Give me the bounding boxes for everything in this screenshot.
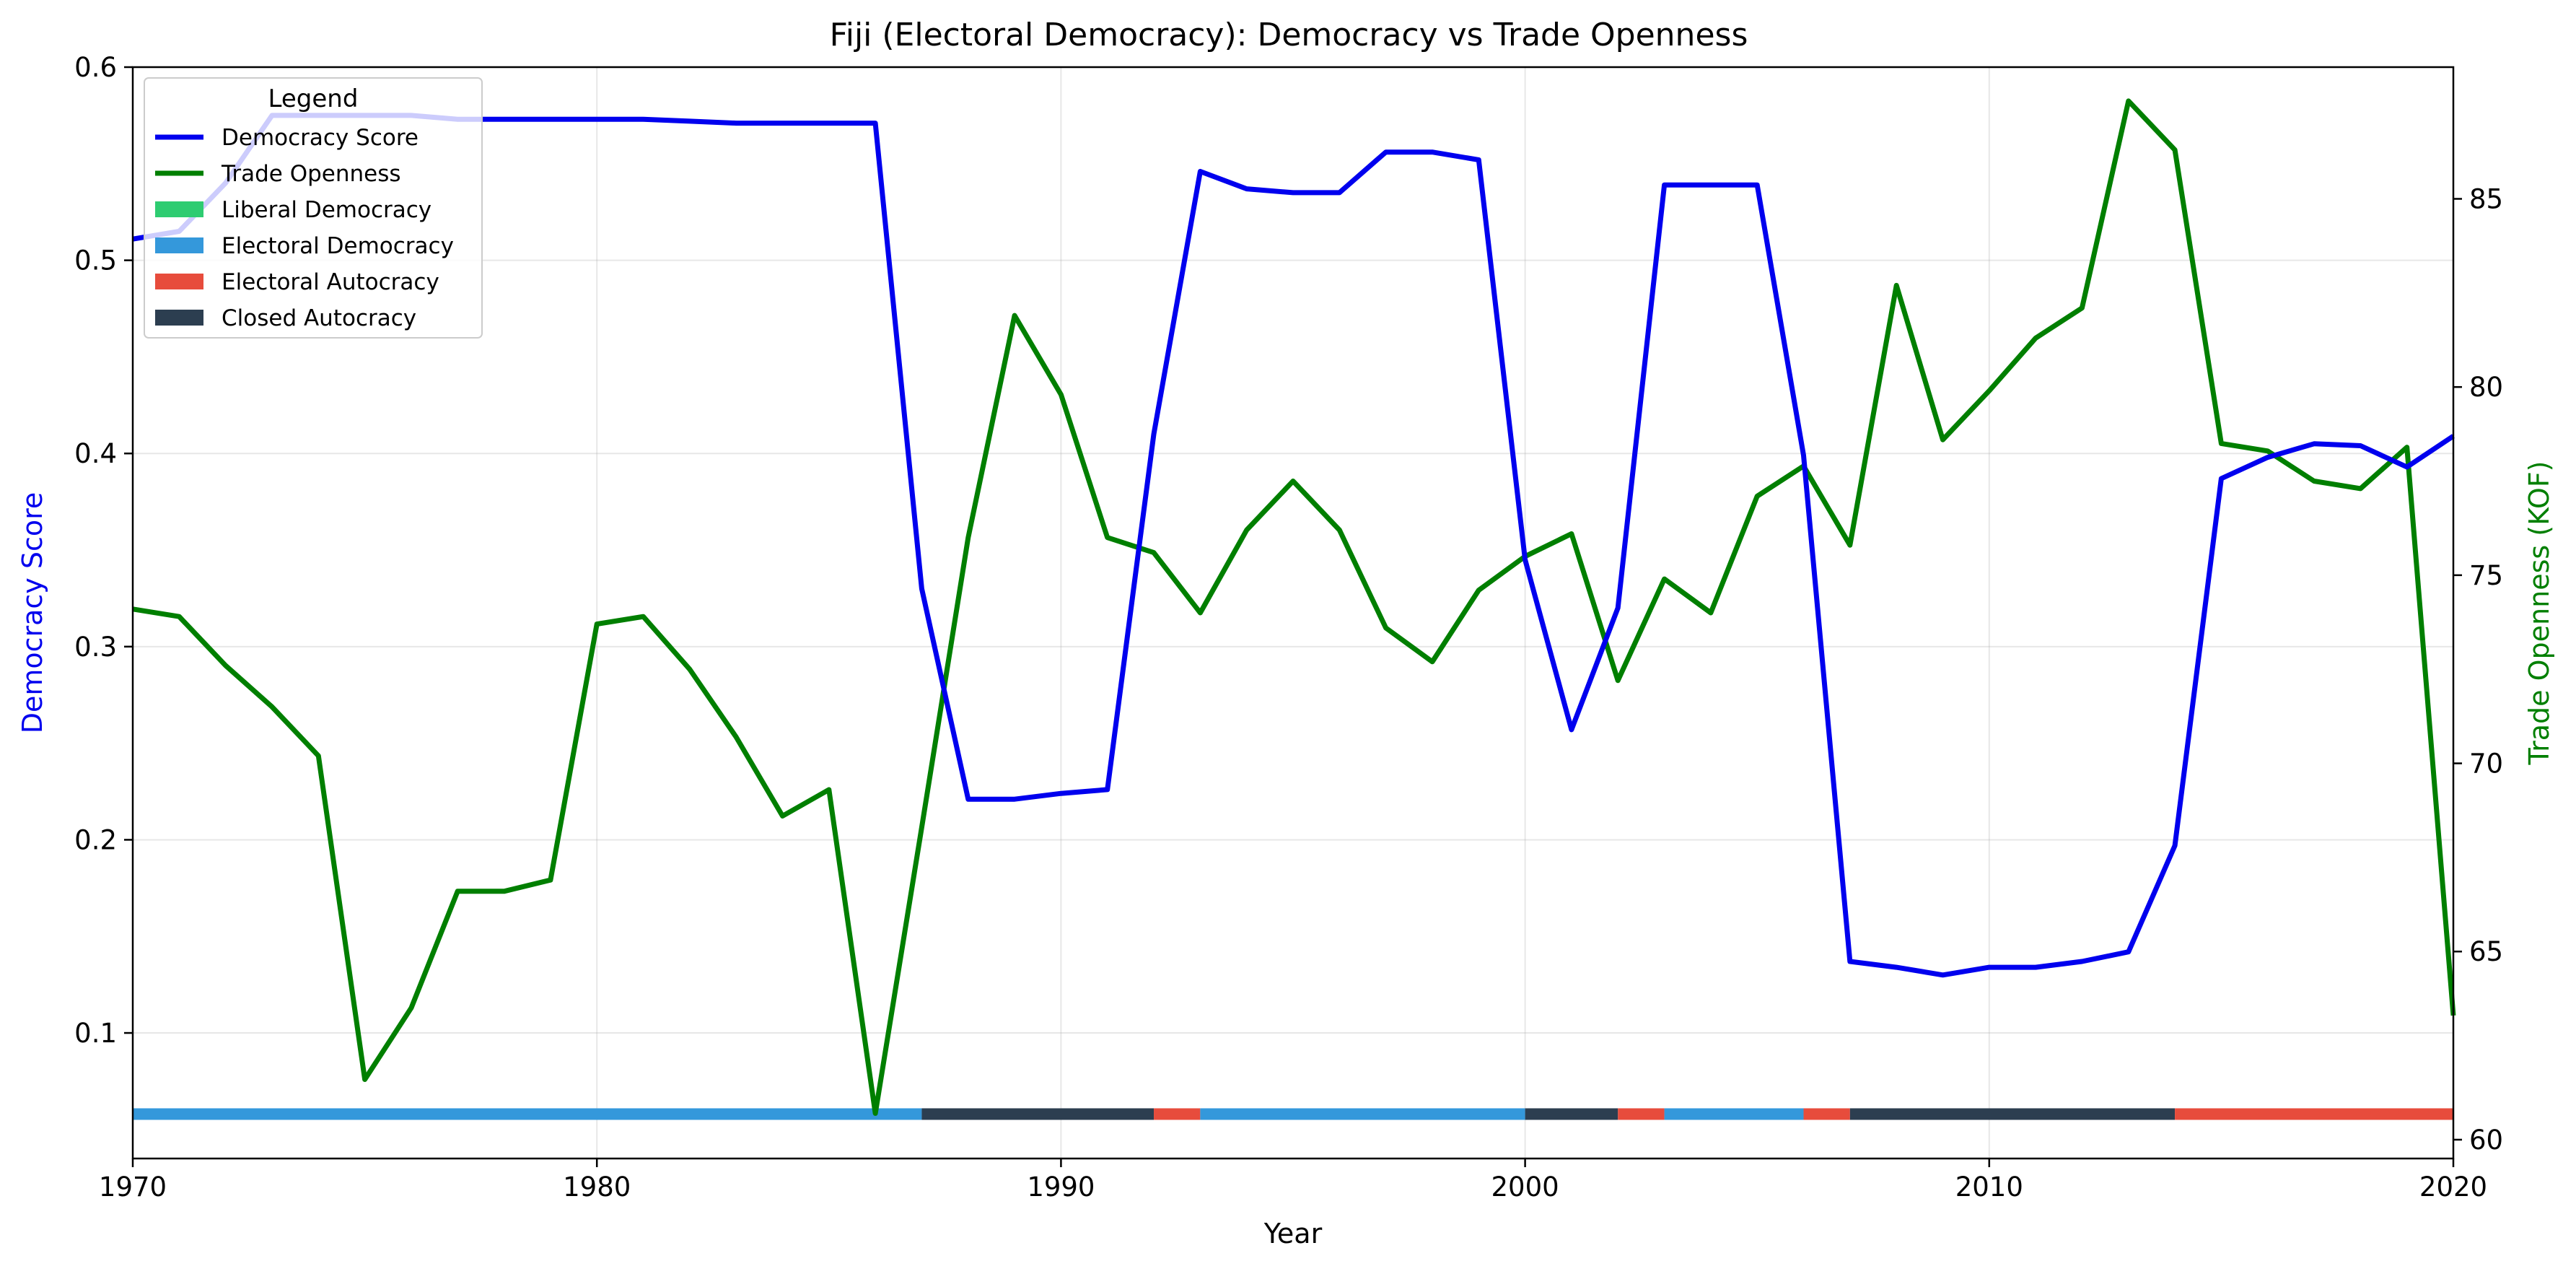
legend-swatch-patch xyxy=(155,274,203,289)
regime-band xyxy=(921,1108,1155,1120)
y-tick-label-right: 70 xyxy=(2469,749,2503,780)
legend-swatch-patch xyxy=(155,201,203,217)
series-lines xyxy=(132,98,2456,1116)
plot-area xyxy=(133,67,2453,1159)
x-tick-label: 1990 xyxy=(1027,1172,1095,1203)
chart-title: Fiji (Electoral Democracy): Democracy vs… xyxy=(830,17,1748,53)
regime-band xyxy=(1849,1108,2176,1120)
regime-bands xyxy=(133,1108,2453,1120)
legend: Legend Democracy Score Trade Openness Libe… xyxy=(144,77,483,339)
regime-band xyxy=(1200,1108,1525,1120)
x-axis-label: Year xyxy=(1263,1218,1323,1249)
x-tick-label: 2010 xyxy=(1955,1172,2023,1203)
y-tick-label-right: 85 xyxy=(2469,183,2503,214)
x-tick-label: 2000 xyxy=(1491,1172,1559,1203)
x-tick-label: 1970 xyxy=(99,1172,167,1203)
legend-label: Democracy Score xyxy=(222,125,419,151)
legend-title: Legend xyxy=(268,84,359,113)
axis-ticks: 1970 1980 1990 2000 2010 2020 0.1 0.2 0.3 0.4 0.5 0… xyxy=(74,52,2503,1203)
legend-box xyxy=(144,77,483,339)
democracy-score-line xyxy=(132,113,2455,978)
legend-swatch-patch xyxy=(155,310,203,326)
regime-band xyxy=(2175,1108,2453,1120)
y-tick-label-left: 0.1 xyxy=(74,1018,117,1049)
legend-label: Electoral Autocracy xyxy=(222,269,439,295)
regime-band xyxy=(1525,1108,1618,1120)
regime-band xyxy=(1154,1108,1201,1120)
regime-band xyxy=(1803,1108,1850,1120)
trade-openness-line xyxy=(132,98,2456,1116)
x-tick-label: 2020 xyxy=(2419,1172,2487,1203)
legend-label: Electoral Democracy xyxy=(222,233,454,259)
legend-swatch-patch xyxy=(155,237,203,253)
y-tick-label-right: 80 xyxy=(2469,372,2503,403)
regime-band xyxy=(133,1108,922,1120)
y-tick-label-left: 0.5 xyxy=(74,245,117,276)
regime-band xyxy=(1618,1108,1665,1120)
legend-label: Trade Openness xyxy=(221,161,401,187)
y-tick-label-right: 75 xyxy=(2469,560,2503,591)
y-tick-label-right: 65 xyxy=(2469,936,2503,967)
y-axis-label-left: Democracy Score xyxy=(17,492,48,734)
regime-band xyxy=(1664,1108,1804,1120)
y-tick-label-left: 0.6 xyxy=(74,52,117,83)
y-axis-label-right: Trade Openness (KOF) xyxy=(2523,461,2555,765)
legend-label: Liberal Democracy xyxy=(222,197,431,223)
plot-frame xyxy=(131,66,2455,1160)
x-tick-label: 1980 xyxy=(563,1172,631,1203)
legend-label: Closed Autocracy xyxy=(222,305,416,331)
y-tick-label-right: 60 xyxy=(2469,1125,2503,1156)
y-tick-label-left: 0.2 xyxy=(74,824,117,855)
y-tick-label-left: 0.3 xyxy=(74,632,117,663)
y-tick-label-left: 0.4 xyxy=(74,438,117,469)
